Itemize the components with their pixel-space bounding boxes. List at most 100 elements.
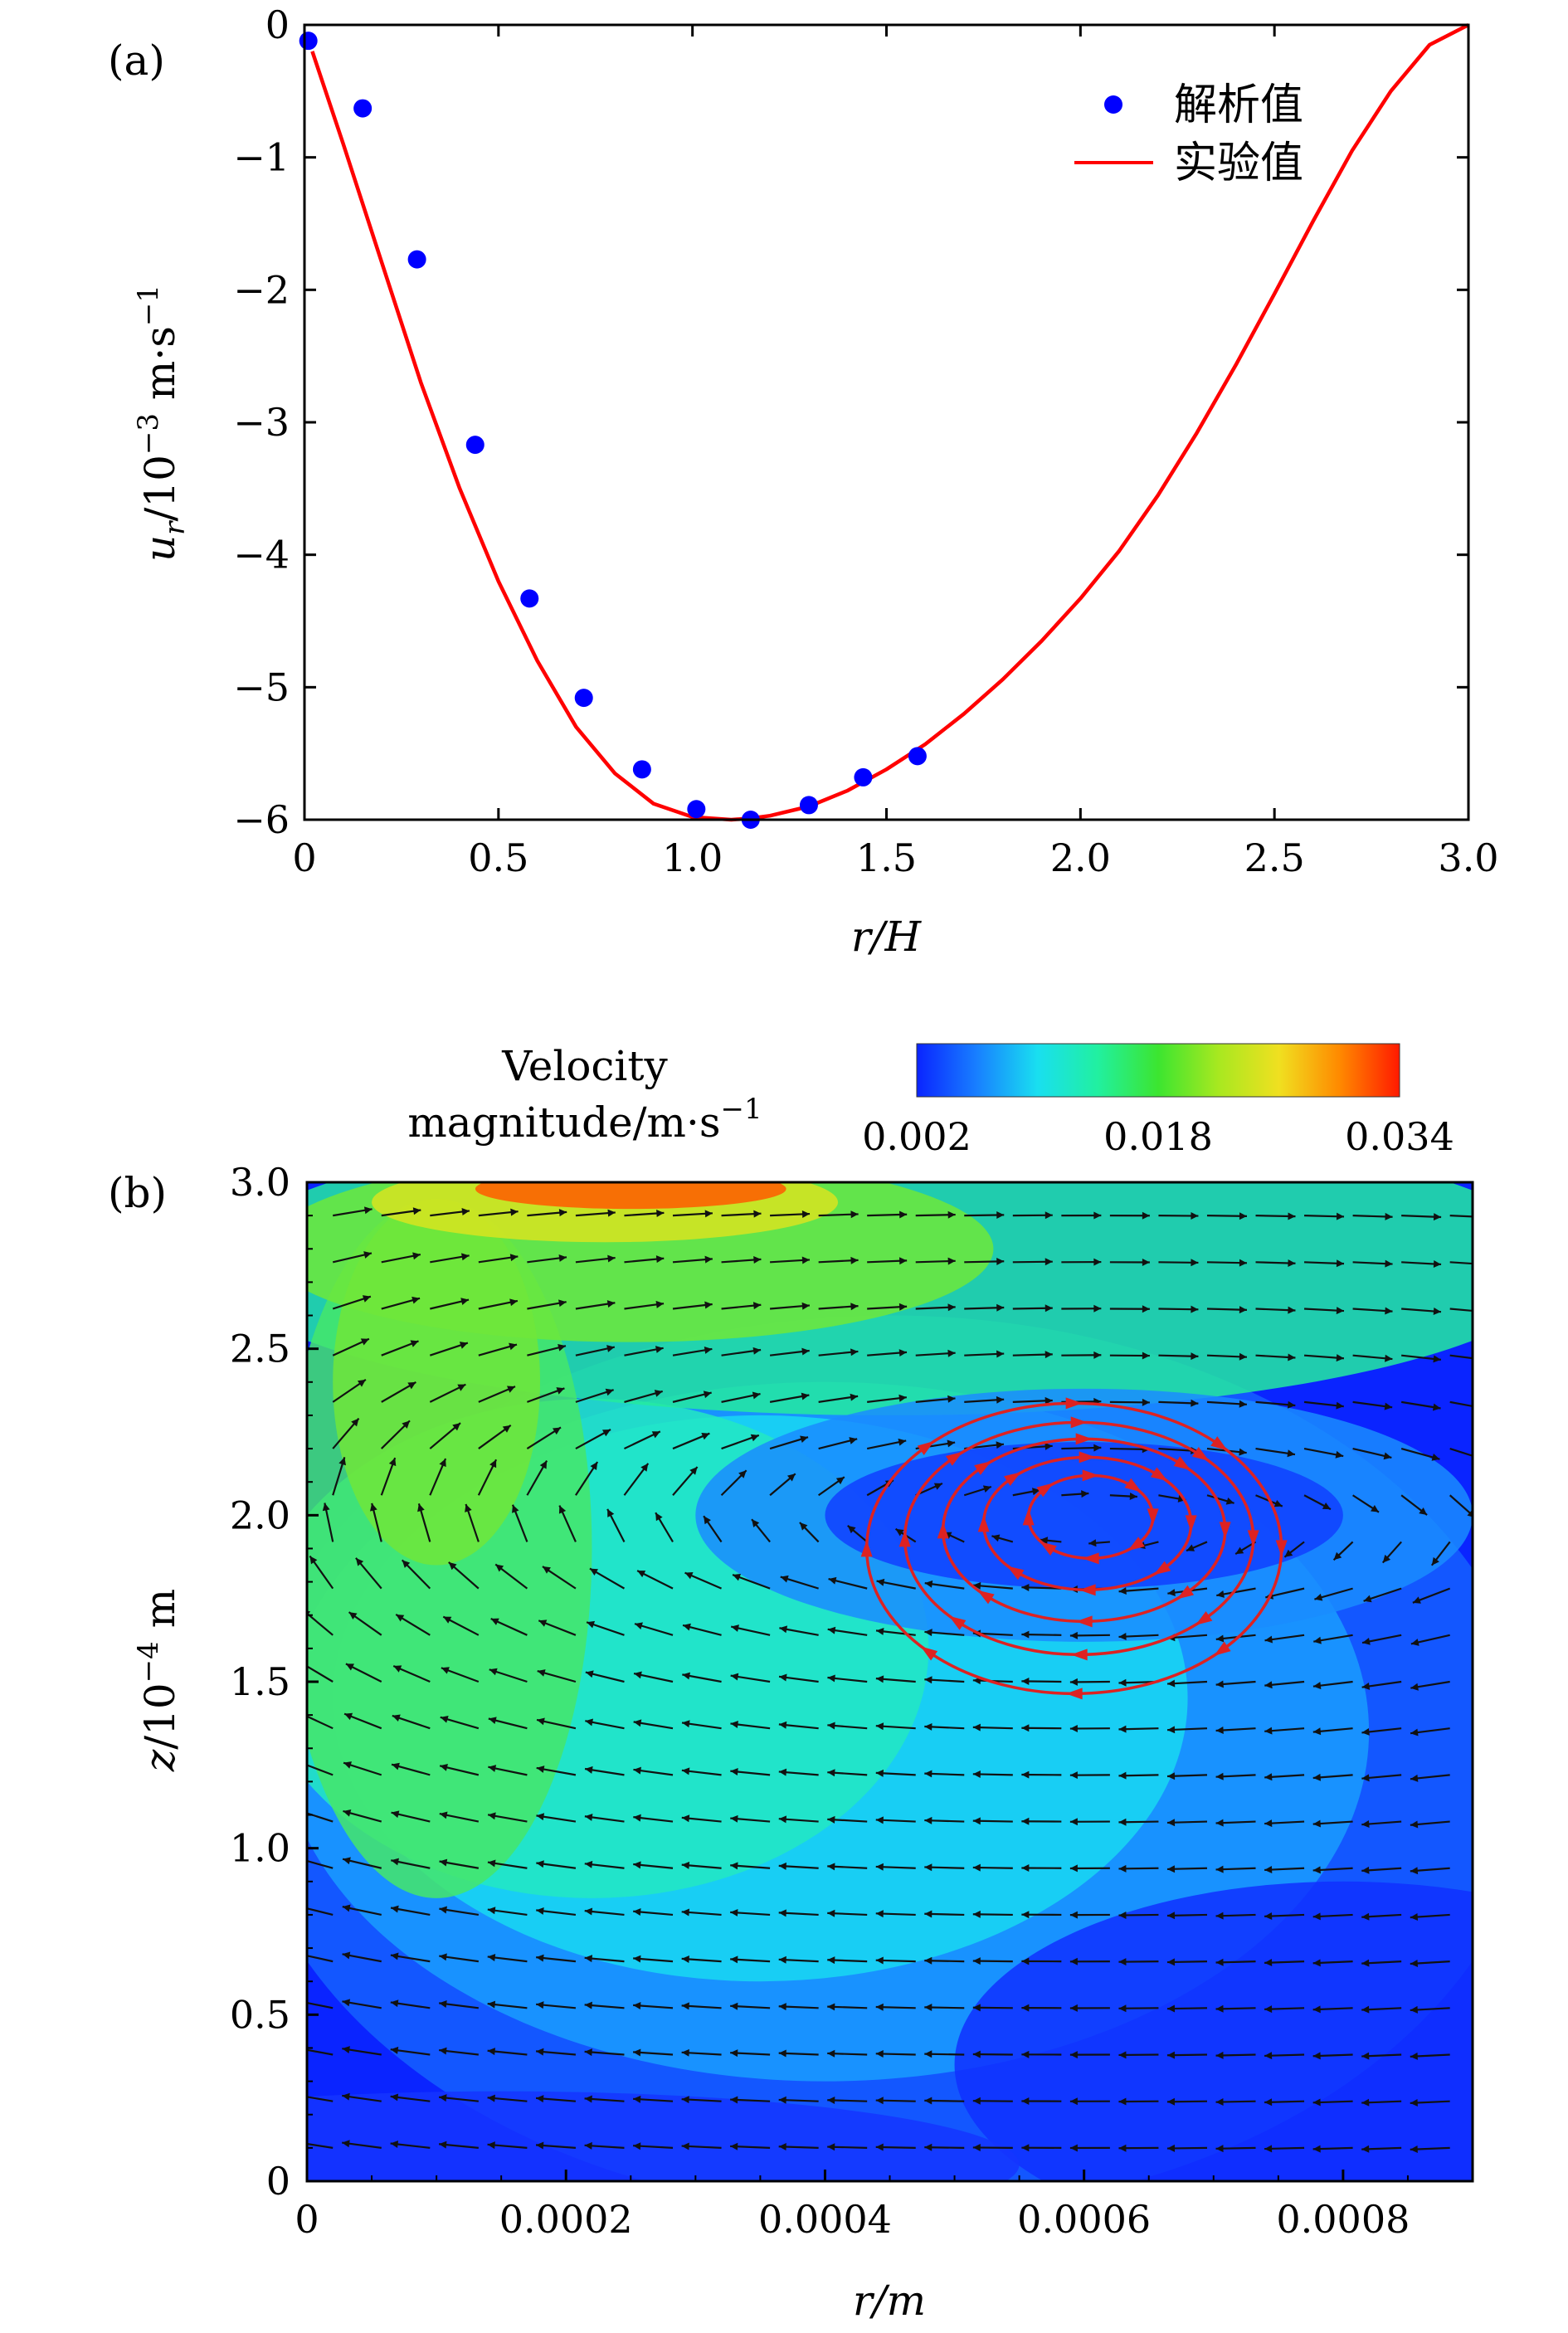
velocity-arrowhead	[1191, 1211, 1199, 1220]
velocity-arrowhead	[1385, 1354, 1393, 1362]
velocity-arrowhead	[1410, 1728, 1419, 1736]
velocity-arrowhead	[1093, 1211, 1102, 1220]
velocity-arrowhead	[924, 1956, 933, 1965]
x-tick-label: 0.0004	[758, 2197, 892, 2242]
velocity-arrowhead	[1431, 1454, 1440, 1461]
velocity-arrowhead	[779, 1673, 787, 1682]
velocity-arrowhead	[730, 1956, 738, 1964]
velocity-vector	[307, 1955, 334, 1963]
velocity-arrowhead	[827, 1956, 835, 1965]
velocity-arrowhead	[972, 1910, 981, 1918]
velocity-arrowhead	[584, 2141, 592, 2150]
velocity-arrowhead	[1361, 2005, 1370, 2014]
velocity-arrowhead	[487, 2094, 495, 2102]
velocity-arrowhead	[585, 1670, 594, 1678]
velocity-arrowhead	[849, 1437, 858, 1444]
streamline-arrow	[1065, 1688, 1083, 1700]
velocity-arrowhead	[704, 1516, 711, 1525]
velocity-arrowhead	[1264, 2052, 1273, 2060]
streamline-arrow	[1082, 1552, 1099, 1565]
velocity-arrowhead	[1021, 1911, 1030, 1919]
velocity-arrowhead	[294, 2092, 302, 2100]
velocity-arrowhead	[1166, 2144, 1176, 2152]
velocity-arrowhead	[295, 1808, 304, 1815]
velocity-arrowhead	[1069, 2004, 1078, 2012]
x-tick-label: 0	[295, 2197, 319, 2242]
velocity-arrowhead	[1410, 2052, 1418, 2060]
velocity-arrowhead	[730, 1768, 738, 1776]
streamline-arrow	[1040, 1542, 1057, 1556]
velocity-arrowhead	[439, 1906, 447, 1914]
y-tick-label: −5	[233, 665, 290, 709]
colorbar-tick-max: 0.034	[1345, 1114, 1454, 1159]
velocity-arrowhead	[584, 1860, 593, 1868]
velocity-arrowhead	[1167, 1679, 1176, 1688]
velocity-arrowhead	[778, 1815, 787, 1824]
velocity-arrowhead	[489, 1459, 497, 1468]
velocity-arrowhead	[1312, 1682, 1322, 1690]
colorbar-tick-min: 0.002	[862, 1114, 971, 1159]
velocity-arrowhead	[1361, 1820, 1370, 1829]
velocity-arrowhead	[460, 1298, 470, 1305]
velocity-arrowhead	[683, 1623, 691, 1631]
velocity-arrowhead	[362, 1295, 371, 1303]
velocity-arrowhead	[634, 1671, 642, 1679]
velocity-arrowhead	[1069, 1864, 1078, 1873]
velocity-arrowhead	[1166, 1912, 1176, 1920]
velocity-arrowhead	[924, 1676, 933, 1684]
velocity-arrowhead	[996, 1441, 1004, 1449]
velocity-arrowhead	[681, 2096, 689, 2104]
velocity-arrowhead	[606, 1345, 615, 1352]
velocity-arrowhead	[1239, 1400, 1247, 1408]
velocity-vector	[307, 1812, 334, 1823]
velocity-arrowhead	[343, 1857, 351, 1865]
velocity-arrowhead	[601, 1429, 611, 1437]
velocity-arrowhead	[633, 1719, 642, 1727]
velocity-arrowhead	[411, 1296, 421, 1304]
velocity-arrowhead	[1361, 1774, 1370, 1782]
velocity-arrowhead	[536, 1907, 544, 1915]
velocity-arrowhead	[1264, 1912, 1273, 1920]
colorbar-tick-mid: 0.018	[1103, 1114, 1213, 1159]
velocity-arrowhead	[1069, 2097, 1078, 2106]
velocity-arrowhead	[1361, 1866, 1370, 1874]
velocity-arrowhead	[363, 1251, 372, 1259]
velocity-arrowhead	[558, 1209, 567, 1217]
velocity-arrowhead	[558, 1505, 567, 1514]
streamline-arrow	[1079, 1451, 1096, 1464]
velocity-arrowhead	[1336, 1401, 1344, 1410]
streamline-arrow	[1022, 1508, 1035, 1526]
velocity-arrowhead	[778, 1862, 786, 1870]
velocity-arrowhead	[850, 1393, 859, 1401]
velocity-arrowhead	[388, 1458, 397, 1467]
velocity-vector	[1449, 1261, 1473, 1265]
velocity-arrowhead	[539, 1460, 548, 1469]
velocity-arrowhead	[390, 2093, 399, 2102]
velocity-arrowhead	[1410, 1867, 1419, 1875]
velocity-arrowhead	[655, 1346, 664, 1353]
velocity-arrowhead	[1021, 1864, 1030, 1873]
velocity-arrowhead	[1093, 1304, 1102, 1313]
velocity-arrowhead	[1021, 1957, 1030, 1965]
velocity-arrowhead	[1385, 1212, 1393, 1220]
velocity-arrowhead	[947, 1257, 956, 1265]
velocity-arrowhead	[295, 1903, 303, 1911]
velocity-arrowhead	[1166, 1865, 1176, 1873]
velocity-arrowhead	[704, 1210, 713, 1218]
velocity-arrowhead	[1361, 2052, 1370, 2060]
velocity-arrowhead	[1287, 1400, 1296, 1409]
velocity-arrowhead	[1363, 1595, 1372, 1603]
x-tick-label: 0.0002	[499, 2197, 633, 2242]
velocity-arrowhead	[294, 1998, 302, 2005]
streamline-arrow	[1176, 1585, 1195, 1600]
data-point-analytic	[574, 689, 593, 708]
velocity-arrowhead	[1093, 1444, 1102, 1452]
x-tick-label: 0.0008	[1276, 2197, 1410, 2242]
velocity-arrowhead	[924, 1580, 933, 1588]
velocity-arrowhead	[584, 1955, 593, 1963]
velocity-vector	[307, 2001, 334, 2009]
velocity-arrowhead	[584, 2048, 592, 2057]
velocity-arrowhead	[655, 1512, 663, 1522]
velocity-arrowhead	[1410, 1913, 1419, 1921]
velocity-arrowhead	[1215, 1912, 1224, 1920]
